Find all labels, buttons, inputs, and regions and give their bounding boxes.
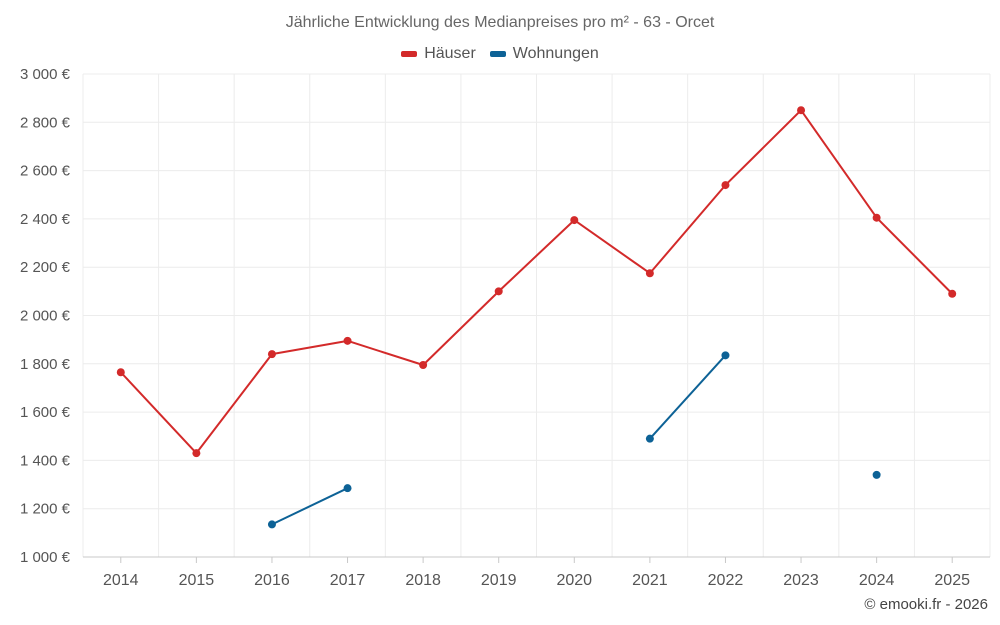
- y-tick-label: 2 600 €: [20, 163, 71, 180]
- credit: © emooki.fr - 2026: [864, 596, 988, 613]
- x-tick-label: 2014: [103, 572, 139, 589]
- data-point-haeuser: [872, 213, 881, 222]
- x-tick-label: 2017: [330, 572, 366, 589]
- legend-label-wohnungen: Wohnungen: [512, 45, 599, 62]
- legend-swatch-wohnungen: [489, 51, 506, 57]
- y-tick-label: 1 000 €: [20, 549, 71, 566]
- data-point-haeuser: [645, 269, 654, 278]
- y-tick-label: 1 400 €: [20, 452, 71, 469]
- data-point-wohnungen: [267, 520, 276, 529]
- data-point-haeuser: [116, 368, 125, 377]
- x-tick-label: 2021: [632, 572, 668, 589]
- y-tick-label: 1 800 €: [20, 356, 71, 373]
- data-point-wohnungen: [721, 351, 730, 360]
- data-point-wohnungen: [343, 484, 352, 493]
- y-tick-label: 1 600 €: [20, 404, 71, 421]
- y-tick-label: 2 000 €: [20, 308, 71, 325]
- x-tick-label: 2025: [934, 572, 970, 589]
- x-tick-label: 2019: [481, 572, 517, 589]
- x-tick-label: 2016: [254, 572, 290, 589]
- x-tick-label: 2015: [179, 572, 215, 589]
- legend-item-haeuser[interactable]: Häuser: [401, 45, 476, 63]
- x-tick-label: 2020: [556, 572, 592, 589]
- y-tick-label: 2 200 €: [20, 259, 71, 276]
- series-line-wohnungen: [649, 354, 727, 440]
- y-tick-label: 1 200 €: [20, 501, 71, 518]
- legend: Häuser Wohnungen: [0, 45, 1000, 63]
- legend-item-wohnungen[interactable]: Wohnungen: [489, 45, 599, 63]
- data-point-haeuser: [419, 361, 428, 370]
- x-tick-label: 2023: [783, 572, 819, 589]
- data-point-haeuser: [570, 216, 579, 225]
- chart-title: Jährliche Entwicklung des Medianpreises …: [285, 14, 715, 31]
- series-line-haeuser: [120, 109, 953, 455]
- data-point-haeuser: [267, 350, 276, 359]
- legend-label-haeuser: Häuser: [424, 45, 476, 62]
- data-point-haeuser: [797, 106, 806, 115]
- data-point-haeuser: [721, 181, 730, 190]
- data-point-haeuser: [343, 336, 352, 345]
- y-tick-label: 2 400 €: [20, 211, 71, 228]
- data-point-wohnungen: [645, 434, 654, 443]
- y-tick-label: 3 000 €: [20, 66, 71, 83]
- x-tick-label: 2018: [405, 572, 441, 589]
- legend-swatch-haeuser: [401, 51, 418, 57]
- data-point-haeuser: [494, 287, 503, 296]
- y-tick-label: 2 800 €: [20, 114, 71, 131]
- data-point-haeuser: [192, 449, 201, 458]
- data-point-haeuser: [948, 289, 957, 298]
- series-line-wohnungen: [271, 487, 348, 526]
- x-tick-label: 2022: [708, 572, 744, 589]
- data-point-wohnungen: [872, 470, 881, 479]
- x-tick-label: 2024: [859, 572, 895, 589]
